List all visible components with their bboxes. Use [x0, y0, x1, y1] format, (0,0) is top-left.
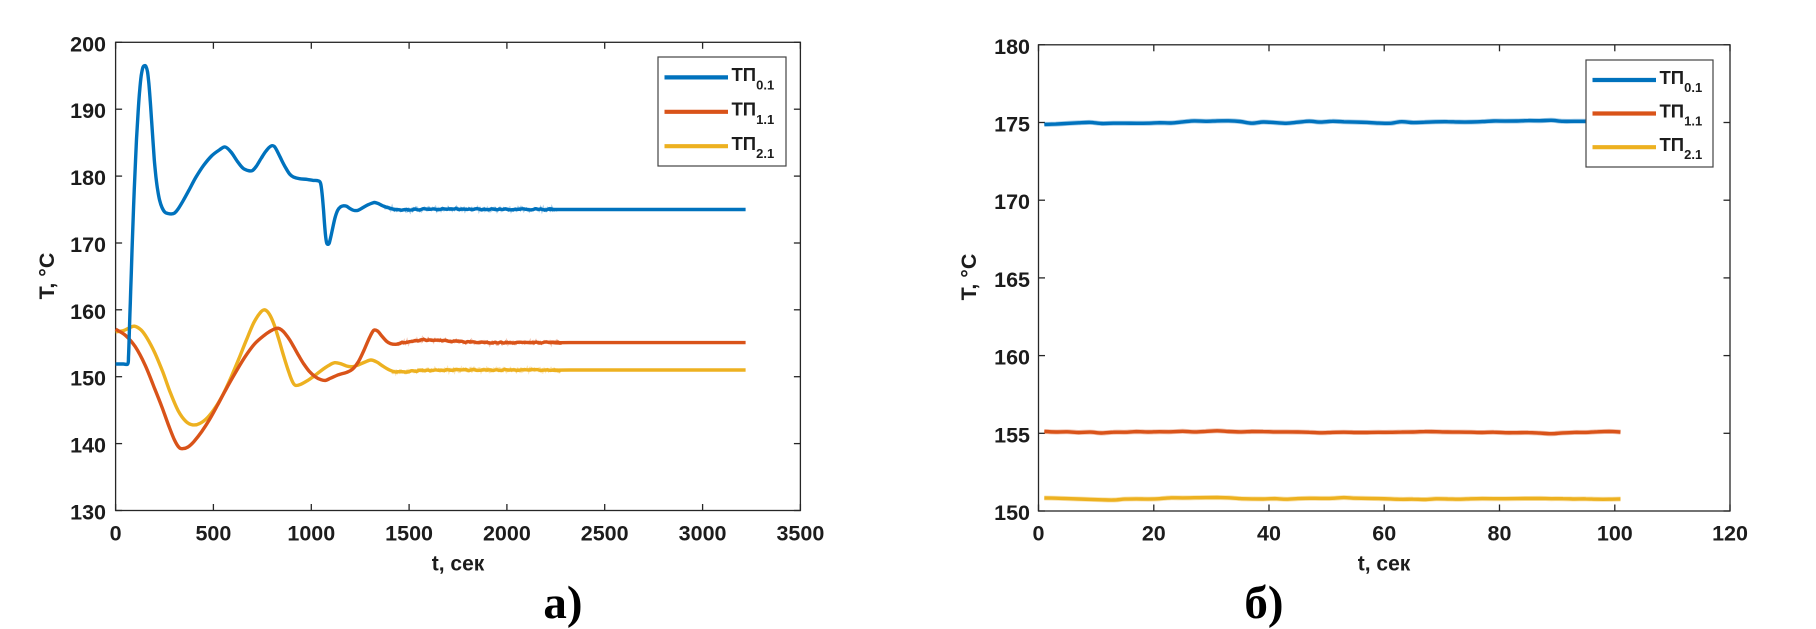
svg-text:175: 175: [994, 113, 1030, 137]
svg-text:170: 170: [994, 190, 1030, 214]
svg-text:3500: 3500: [776, 522, 824, 546]
svg-text:170: 170: [70, 233, 106, 257]
svg-text:190: 190: [70, 99, 106, 123]
svg-text:а): а): [543, 577, 582, 629]
svg-text:165: 165: [994, 268, 1030, 292]
svg-text:0: 0: [110, 522, 122, 546]
svg-text:150: 150: [994, 501, 1030, 525]
svg-text:155: 155: [994, 423, 1030, 447]
svg-text:140: 140: [70, 434, 106, 458]
svg-text:0: 0: [1033, 522, 1045, 546]
svg-text:2000: 2000: [483, 522, 531, 546]
svg-text:150: 150: [70, 367, 106, 391]
svg-text:120: 120: [1712, 522, 1748, 546]
svg-text:20: 20: [1142, 522, 1166, 546]
svg-text:t, сек: t, сек: [432, 553, 485, 576]
svg-text:t, сек: t, сек: [1358, 553, 1411, 576]
svg-text:3000: 3000: [679, 522, 727, 546]
svg-text:2500: 2500: [581, 522, 629, 546]
svg-text:100: 100: [1597, 522, 1633, 546]
svg-text:60: 60: [1372, 522, 1396, 546]
svg-text:80: 80: [1488, 522, 1512, 546]
svg-text:160: 160: [994, 346, 1030, 370]
svg-text:180: 180: [70, 166, 106, 190]
svg-text:1000: 1000: [287, 522, 335, 546]
svg-text:200: 200: [70, 32, 106, 56]
svg-text:500: 500: [195, 522, 231, 546]
svg-text:180: 180: [994, 35, 1030, 59]
svg-text:T, °C: T, °C: [35, 253, 59, 300]
svg-text:б): б): [1244, 577, 1283, 629]
svg-text:130: 130: [70, 501, 106, 525]
svg-text:160: 160: [70, 300, 106, 324]
svg-text:40: 40: [1257, 522, 1281, 546]
svg-text:T, °C: T, °C: [957, 254, 981, 301]
svg-text:1500: 1500: [385, 522, 433, 546]
